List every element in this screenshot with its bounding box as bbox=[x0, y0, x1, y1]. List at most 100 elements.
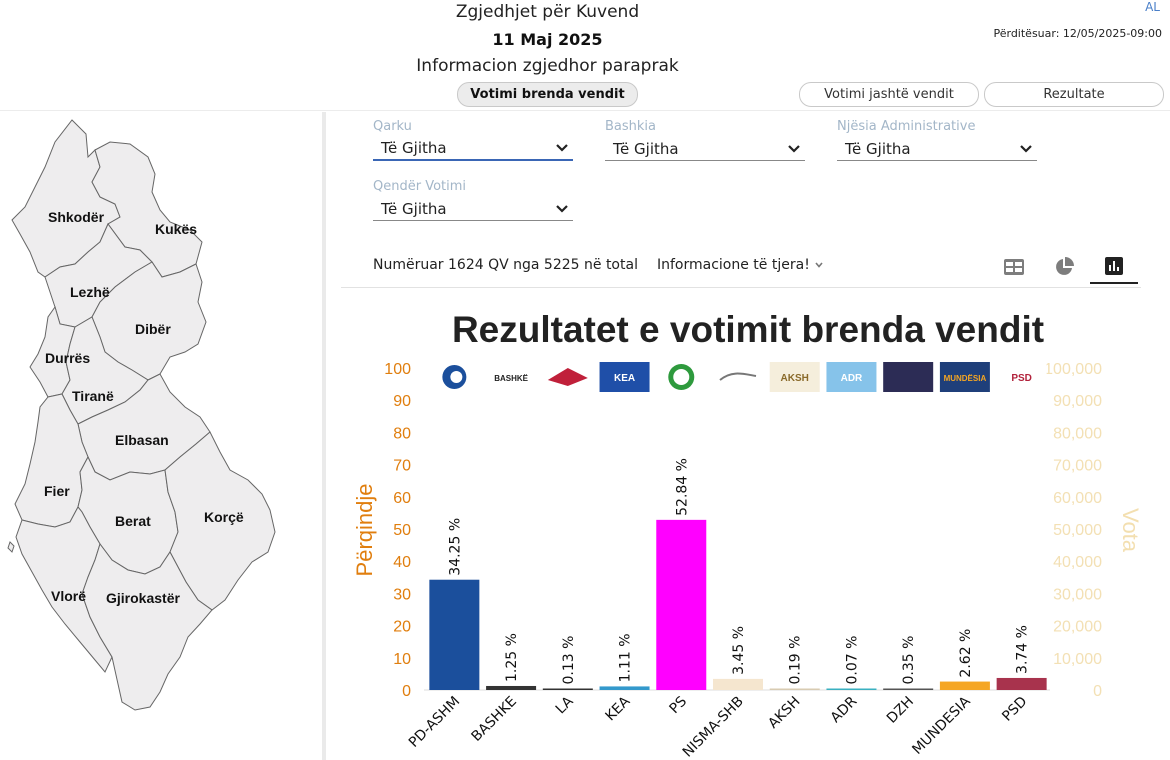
bar-bashke[interactable] bbox=[486, 685, 537, 690]
results-bar-chart: Rezultatet e votimit brenda vendit 0 10 20… bbox=[352, 309, 1143, 760]
x-tick-label: MUNDESIA bbox=[909, 693, 974, 758]
party-logo-kea: KEA bbox=[599, 362, 650, 392]
party-logo-text: ADR bbox=[841, 373, 863, 384]
bar-value-label: 1.11 % bbox=[618, 633, 634, 682]
chevron-down-icon bbox=[556, 144, 568, 152]
filter-qarku-label: Qarku bbox=[373, 119, 412, 134]
party-logo-adr: ADR bbox=[826, 362, 877, 392]
party-logo-text: KEA bbox=[614, 373, 635, 384]
qender-select-value: Të Gjitha bbox=[381, 199, 447, 218]
njesia-select-value: Të Gjitha bbox=[845, 139, 911, 158]
bar-ps[interactable] bbox=[656, 519, 707, 690]
y2-tick-label: 0 bbox=[1093, 683, 1102, 700]
bar-value-label: 3.74 % bbox=[1015, 625, 1031, 674]
panel-divider bbox=[322, 112, 326, 760]
albania-map: Shkodër Kukës Lezhë Dibër Durrës Tiranë … bbox=[0, 112, 320, 760]
party-logo-text: PSD bbox=[1011, 373, 1032, 384]
bar-la[interactable] bbox=[542, 688, 593, 691]
x-tick-label: PD-ASHM bbox=[406, 694, 463, 751]
y2-tick-label: 100,000 bbox=[1044, 361, 1102, 378]
map-region-coast bbox=[7, 541, 15, 553]
party-logo-frame bbox=[826, 362, 877, 392]
last-updated: Përditësuar: 12/05/2025-09:00 bbox=[993, 27, 1162, 40]
party-logo-frame bbox=[599, 362, 650, 392]
left-axis: 0 10 20 30 40 50 60 70 80 90 100 bbox=[384, 361, 411, 700]
y-tick-label: 20 bbox=[393, 619, 411, 636]
bar-value-label: 0.07 % bbox=[844, 636, 860, 685]
other-info-dropdown[interactable]: Informacione të tjera! bbox=[657, 257, 824, 273]
map-region-korce[interactable] bbox=[164, 431, 276, 611]
la-logo-mark bbox=[547, 368, 588, 386]
chevron-down-icon bbox=[1020, 144, 1032, 153]
qender-select[interactable]: Të Gjitha bbox=[373, 197, 573, 221]
qarku-select[interactable]: Të Gjitha bbox=[373, 137, 573, 161]
party-logo-nisma-shb bbox=[713, 362, 763, 392]
party-logos: BASHKË KEA AKSH ADR MUNDËSIA PSD bbox=[429, 362, 1047, 392]
party-logo-ps bbox=[656, 362, 707, 392]
right-axis: 0 10,000 20,000 30,000 40,000 50,000 60,000 70,… bbox=[1044, 361, 1102, 700]
bar-view-button[interactable] bbox=[1090, 250, 1138, 284]
x-tick-label: AKSH bbox=[765, 694, 803, 732]
election-subtitle: Informacion zgjedhor paraprak bbox=[416, 56, 679, 76]
y-tick-label: 50 bbox=[393, 522, 411, 539]
y2-tick-label: 40,000 bbox=[1053, 554, 1102, 571]
table-view-button[interactable] bbox=[990, 250, 1038, 284]
party-logo-frame bbox=[713, 362, 763, 392]
y2-axis-label: Vota bbox=[1118, 508, 1143, 553]
y-tick-label: 100 bbox=[384, 361, 411, 378]
bar-pd-ashm[interactable] bbox=[429, 579, 480, 690]
pie-view-button[interactable] bbox=[1040, 250, 1088, 284]
tab-rezultate[interactable]: Rezultate bbox=[984, 82, 1164, 107]
party-logo-la bbox=[542, 362, 593, 392]
filter-bashkia: Bashkia Të Gjitha bbox=[605, 119, 805, 161]
x-tick-label: PSD bbox=[999, 694, 1030, 725]
bar-adr[interactable] bbox=[826, 688, 877, 691]
nisma-logo-inner bbox=[673, 369, 690, 385]
bashkia-select[interactable]: Të Gjitha bbox=[605, 137, 805, 161]
party-logo-mundesia: MUNDËSIA bbox=[939, 362, 990, 392]
y-tick-label: 60 bbox=[393, 490, 411, 507]
bar-series: 34.25 % 1.25 % 0.13 % 1.11 % 52.84 % 3.45 % 0.… bbox=[424, 458, 1050, 691]
y2-tick-label: 30,000 bbox=[1053, 586, 1102, 603]
bar-value-label: 3.45 % bbox=[731, 626, 747, 675]
table-icon bbox=[1004, 259, 1024, 275]
y2-tick-label: 10,000 bbox=[1053, 651, 1102, 668]
map-region-gjirokaster[interactable] bbox=[81, 542, 213, 711]
counted-polling-stations: Numëruar 1624 QV nga 5225 në total bbox=[373, 257, 638, 273]
bar-dzh[interactable] bbox=[883, 688, 934, 691]
njesia-select[interactable]: Të Gjitha bbox=[837, 137, 1037, 161]
x-tick-label: PS bbox=[667, 693, 691, 717]
tab-votimi-jashte-vendit[interactable]: Votimi jashtë vendit bbox=[799, 82, 979, 107]
party-logo-frame bbox=[996, 362, 1047, 392]
qarku-select-value: Të Gjitha bbox=[381, 139, 447, 157]
party-logo-text: MUNDËSIA bbox=[944, 374, 987, 383]
election-title: Zgjedhjet për Kuvend bbox=[455, 2, 640, 22]
y-tick-label: 80 bbox=[393, 425, 411, 442]
filter-qender-votimi: Qendër Votimi Të Gjitha bbox=[373, 179, 573, 221]
y-tick-label: 10 bbox=[393, 651, 411, 668]
bar-psd[interactable] bbox=[996, 677, 1047, 690]
y2-tick-label: 50,000 bbox=[1053, 522, 1102, 539]
filter-bashkia-label: Bashkia bbox=[605, 119, 657, 134]
pie-chart-icon bbox=[1056, 257, 1074, 275]
pd-logo-inner bbox=[450, 371, 463, 383]
bar-value-label: 0.13 % bbox=[561, 636, 577, 685]
bar-aksh[interactable] bbox=[769, 688, 820, 691]
shb-logo-mark bbox=[719, 372, 757, 381]
tab-votimi-brenda-vendit[interactable]: Votimi brenda vendit bbox=[457, 82, 638, 107]
y-tick-label: 30 bbox=[393, 586, 411, 603]
filter-njesia-administrative: Njësia Administrative Të Gjitha bbox=[837, 119, 1037, 161]
chart-title: Rezultatet e votimit brenda vendit bbox=[452, 309, 1044, 350]
x-tick-label: ADR bbox=[828, 693, 861, 726]
bar-mundesia[interactable] bbox=[939, 681, 990, 690]
party-logo-dzh bbox=[883, 362, 934, 392]
bar-kea[interactable] bbox=[599, 686, 650, 690]
bar-nisma-shb[interactable] bbox=[713, 678, 763, 690]
bar-value-label: 0.19 % bbox=[788, 636, 804, 685]
y2-tick-label: 60,000 bbox=[1053, 490, 1102, 507]
language-switch[interactable]: AL bbox=[1145, 0, 1160, 14]
y2-tick-label: 20,000 bbox=[1053, 619, 1102, 636]
filter-qender-label: Qendër Votimi bbox=[373, 179, 467, 194]
chevron-down-icon bbox=[788, 144, 800, 153]
